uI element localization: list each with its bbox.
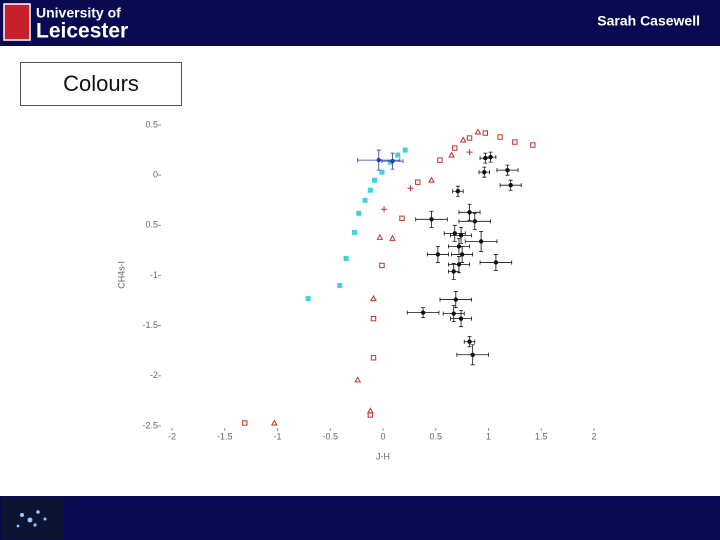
- point: [488, 154, 493, 160]
- point: [466, 149, 473, 156]
- point: [453, 297, 458, 302]
- point: [451, 269, 456, 274]
- point: [270, 419, 278, 426]
- logo-text: Leicester: [36, 20, 128, 43]
- x-tick-label: -1: [273, 431, 281, 441]
- point: [381, 206, 388, 213]
- point: [352, 229, 358, 235]
- point: [472, 219, 477, 224]
- logo-text: University of: [36, 5, 121, 21]
- y-tick-label: 0: [153, 170, 158, 180]
- y-axis-label: CH4s-l: [116, 261, 126, 289]
- author: Sarah Casewell: [597, 13, 700, 29]
- point: [455, 189, 461, 194]
- point: [452, 145, 458, 151]
- chart: -2 -1.5 -1 -0.5 0 0.5 1 1.5 2 0.5 0 0.5 -1 -1.5 -2 -2.5: [142, 119, 596, 441]
- y-tick-label: -1: [150, 270, 158, 280]
- point: [390, 158, 395, 164]
- x-tick-label: -1.5: [217, 431, 233, 441]
- point: [497, 134, 503, 140]
- logo-shield: [3, 3, 31, 41]
- x-tick-label: -2: [168, 431, 176, 441]
- x-axis-label: J-H: [376, 451, 390, 461]
- point: [470, 352, 475, 357]
- x-tick-label: 1.5: [535, 431, 548, 441]
- point: [379, 262, 385, 269]
- point: [395, 152, 401, 158]
- point: [376, 157, 381, 163]
- header-bar: [0, 0, 720, 46]
- point: [466, 135, 473, 141]
- point: [482, 169, 487, 175]
- y-tick-label: -2.5: [142, 420, 158, 430]
- x-tick-label: 0: [380, 431, 385, 441]
- point: [493, 260, 499, 265]
- point: [387, 159, 393, 165]
- point: [242, 420, 248, 426]
- point: [407, 185, 414, 192]
- point: [379, 169, 385, 175]
- point: [415, 179, 421, 185]
- y-tick-label: -1.5: [142, 320, 158, 330]
- footer-bar: [0, 496, 720, 540]
- point: [437, 157, 443, 163]
- x-tick-label: 1: [486, 431, 491, 441]
- point: [530, 142, 536, 148]
- point: [420, 310, 426, 315]
- point: [402, 147, 408, 153]
- point: [399, 215, 405, 222]
- point: [478, 239, 484, 244]
- point: [372, 177, 378, 183]
- point: [505, 167, 510, 173]
- point: [467, 210, 472, 215]
- point: [458, 316, 464, 321]
- point: [428, 176, 435, 183]
- y-tick-label: 0.5: [145, 220, 158, 230]
- point: [389, 234, 396, 241]
- point: [435, 252, 441, 257]
- point: [508, 183, 513, 188]
- point: [337, 283, 343, 289]
- point: [354, 376, 362, 383]
- point: [362, 197, 368, 203]
- point: [456, 244, 462, 249]
- point: [452, 231, 457, 236]
- point: [370, 294, 377, 302]
- footer-image: [2, 497, 63, 539]
- point: [429, 217, 434, 222]
- point: [367, 187, 373, 193]
- x-tick-label: -0.5: [322, 431, 338, 441]
- point: [370, 355, 377, 361]
- x-tick-label: 0.5: [429, 431, 442, 441]
- title-box: [20, 62, 182, 106]
- y-tick-label: -2: [150, 370, 158, 380]
- point: [458, 233, 464, 238]
- point: [459, 136, 467, 143]
- point: [467, 339, 472, 344]
- point: [356, 210, 362, 216]
- point: [448, 151, 455, 158]
- point: [376, 233, 384, 240]
- point: [456, 262, 462, 267]
- point: [512, 139, 518, 145]
- point: [343, 255, 349, 261]
- point: [305, 296, 311, 302]
- y-tick-label: 0.5: [145, 119, 158, 129]
- point: [370, 315, 377, 322]
- point: [459, 252, 465, 257]
- point: [482, 130, 489, 136]
- x-tick-label: 2: [591, 431, 596, 441]
- slide-title: Colours: [63, 71, 139, 96]
- point: [474, 128, 482, 135]
- point: [366, 407, 374, 414]
- point: [451, 311, 456, 316]
- stars: [16, 510, 47, 528]
